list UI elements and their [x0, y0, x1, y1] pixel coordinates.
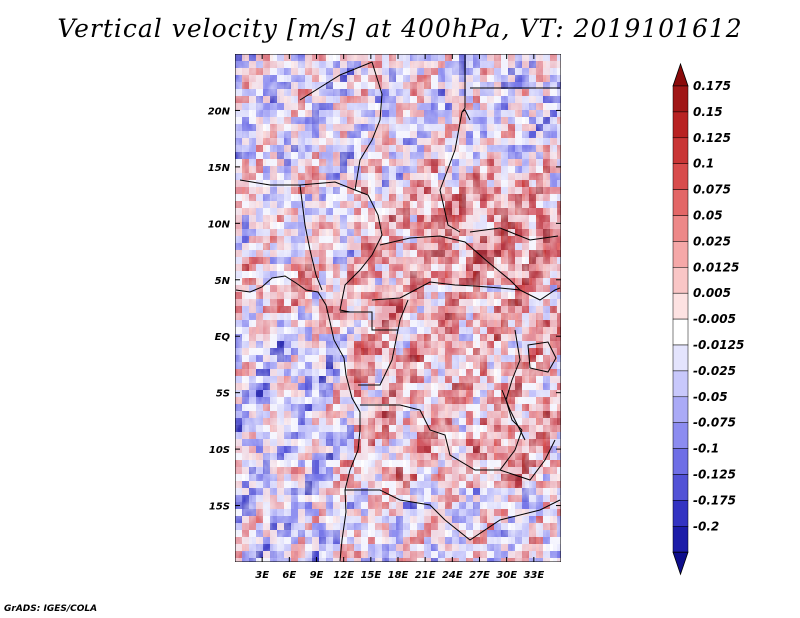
colorbar-swatch [672, 396, 689, 423]
colorbar-swatch [672, 370, 689, 398]
border-nigeria [299, 184, 323, 291]
border-drc-south [360, 404, 523, 471]
colorbar-swatch [672, 474, 689, 501]
lon-tick-label: 30E [496, 570, 517, 581]
colorbar-label: 0.15 [693, 105, 723, 119]
lat-tick-label: 20N [208, 106, 231, 117]
colorbar-swatch [672, 422, 689, 449]
border-drc-west [358, 329, 399, 386]
colorbar-label: 0.1 [693, 157, 714, 171]
lon-tick-label: 21E [415, 570, 436, 581]
colorbar-label: -0.075 [693, 416, 736, 430]
lon-tick-label: 24E [442, 570, 463, 581]
colorbar-swatch [672, 111, 689, 139]
colorbar-swatch [672, 448, 689, 475]
colorbar-swatch [672, 344, 689, 372]
lat-tick-label: 15S [209, 502, 230, 513]
colorbar-label: 0.05 [693, 209, 723, 223]
colorbar-swatch [672, 241, 689, 268]
border-south [444, 499, 561, 541]
lake-tanganyika [501, 389, 526, 441]
border-great-lakes [505, 329, 523, 431]
border-east [499, 287, 561, 301]
colorbar-label: -0.175 [693, 493, 736, 507]
colorbar: 0.175 0.15 0.125 0.1 0.075 0.05 0.025 0.0125 0.0… [672, 62, 744, 576]
colorbar-swatch [672, 189, 689, 216]
colorbar-label: -0.1 [693, 442, 719, 456]
colorbar-swatch [672, 500, 689, 527]
colorbar-label: -0.025 [693, 364, 736, 378]
colorbar-label: 0.005 [693, 286, 731, 300]
plot-title: Vertical velocity [m/s] at 400hPa, VT: 2… [57, 14, 743, 43]
coastline [235, 275, 361, 562]
colorbar-swatch [672, 267, 689, 294]
colorbar-swatch [672, 526, 689, 553]
colorbar-label: -0.05 [693, 390, 728, 404]
lat-tick-label: EQ [215, 332, 231, 343]
lon-tick-label: 12E [333, 570, 354, 581]
lon-tick-label: 27E [469, 570, 490, 581]
lon-tick-label: 6E [282, 570, 296, 581]
border-sudan-south [469, 227, 559, 241]
colorbar-swatch [672, 292, 689, 320]
colorbar-label: 0.075 [693, 183, 731, 197]
colorbar-label: -0.0125 [693, 338, 744, 352]
border-chad-east [439, 111, 463, 233]
border-car-south [371, 281, 501, 301]
colorbar-swatch [672, 318, 689, 346]
colorbar-swatch [672, 85, 689, 113]
colorbar-swatch [672, 137, 689, 164]
colorbar-label: 0.0125 [693, 260, 739, 274]
country-borders [235, 55, 561, 562]
colorbar-swatch [672, 163, 689, 190]
map-axes: 3E 6E 9E 12E 15E 18E 21E 24E 27E 30E 33E 20N 15N 10N 5… [208, 54, 561, 581]
border-north [299, 61, 383, 191]
colorbar-label: 0.175 [693, 79, 731, 93]
border-zambia [499, 439, 556, 481]
lat-tick-label: 10S [209, 445, 230, 456]
colorbar-label: 0.025 [693, 234, 731, 248]
colorbar-bottom-arrow [672, 551, 689, 576]
colorbar-label: -0.2 [693, 519, 719, 533]
border-angola-south [345, 489, 446, 521]
colorbar-label: 0.125 [693, 131, 731, 145]
colorbar-swatch [672, 215, 689, 242]
lon-tick-label: 18E [388, 570, 409, 581]
footer-credit: GrADS: IGES/COLA [4, 604, 98, 614]
border-car [379, 235, 521, 291]
lon-tick-label: 3E [255, 570, 269, 581]
lon-tick-label: 15E [360, 570, 381, 581]
colorbar-label: -0.005 [693, 312, 736, 326]
lat-tick-label: 15N [208, 163, 231, 174]
colorbar-label: -0.125 [693, 468, 736, 482]
lake-victoria [527, 341, 557, 373]
lat-tick-label: 5S [216, 389, 230, 400]
border-cameroon [339, 254, 373, 313]
lon-tick-label: 9E [310, 570, 324, 581]
lat-tick-label: 5N [215, 276, 231, 287]
border-niger-chad [354, 189, 383, 256]
field-texture [235, 54, 561, 562]
lat-tick-label: 10N [208, 219, 231, 230]
lon-tick-label: 33E [523, 570, 544, 581]
map-area [235, 54, 561, 562]
colorbar-top-arrow [672, 62, 689, 87]
border-congo [340, 299, 409, 331]
